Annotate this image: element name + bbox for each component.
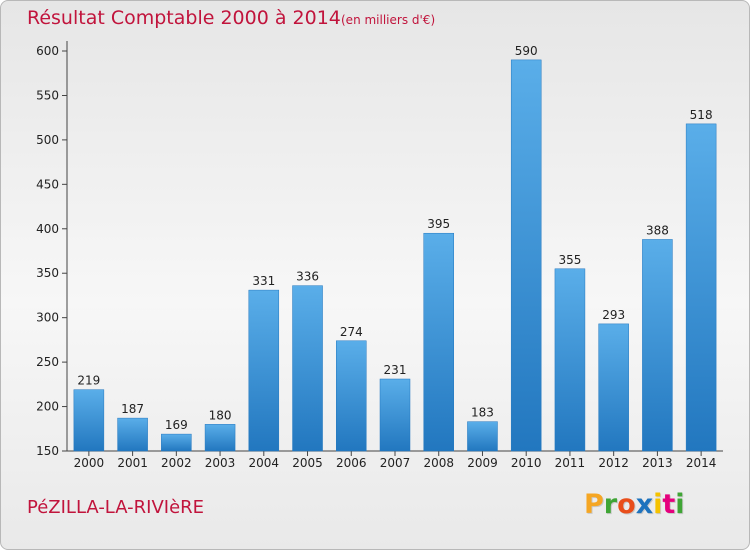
logo-letter: i	[675, 489, 685, 520]
x-tick-label: 2001	[117, 456, 148, 470]
data-label-2014: 518	[690, 108, 713, 122]
x-tick-label: 2011	[555, 456, 586, 470]
bar-2006	[336, 340, 367, 452]
data-label-2008: 395	[427, 217, 450, 231]
commune-name: PéZILLA-LA-RIVIèRE	[27, 497, 205, 518]
data-label-2000: 219	[77, 374, 100, 388]
proxiti-logo: Proxiti	[584, 489, 685, 520]
bar-2014	[685, 123, 717, 452]
bar-2007	[379, 378, 411, 452]
chart-bars	[73, 59, 717, 452]
bar-2004	[248, 289, 280, 452]
x-tick-label: 2007	[380, 456, 411, 470]
logo-letter: r	[603, 489, 618, 520]
data-label-2005: 336	[296, 270, 319, 284]
bar-2002	[161, 433, 192, 452]
data-label-2012: 293	[602, 308, 625, 322]
y-tick-label: 200	[36, 400, 59, 414]
data-label-2003: 180	[209, 408, 232, 422]
data-label-2013: 388	[646, 223, 669, 237]
x-tick-label: 2006	[336, 456, 367, 470]
x-tick-label: 2000	[74, 456, 105, 470]
x-tick-label: 2014	[686, 456, 717, 470]
logo-letter: i	[653, 489, 663, 520]
y-tick-label: 150	[36, 444, 59, 458]
data-label-2006: 274	[340, 325, 363, 339]
x-tick-label: 2009	[467, 456, 498, 470]
x-tick-label: 2010	[511, 456, 542, 470]
bar-2001	[117, 417, 148, 452]
data-label-2009: 183	[471, 406, 494, 420]
x-tick-label: 2005	[292, 456, 323, 470]
x-tick-label: 2004	[249, 456, 280, 470]
y-tick-label: 400	[36, 222, 59, 236]
bar-2000	[73, 389, 105, 452]
data-label-2010: 590	[515, 44, 538, 58]
data-label-2007: 231	[384, 363, 407, 377]
x-tick-label: 2003	[205, 456, 236, 470]
chart-subtitle: (en milliers d'€)	[341, 13, 436, 27]
chart-title: Résultat Comptable 2000 à 2014	[27, 7, 341, 29]
data-label-2001: 187	[121, 402, 144, 416]
logo-letter: o	[617, 489, 636, 520]
bar-2003	[204, 424, 236, 452]
y-tick-label: 250	[36, 355, 59, 369]
bar-2011	[554, 268, 586, 452]
bar-2010	[510, 59, 542, 452]
x-tick-label: 2012	[598, 456, 629, 470]
bar-2009	[467, 421, 498, 452]
logo-letter: P	[584, 489, 604, 520]
chart-labels: 2000 219 2001 187 2002 169 2003 180 2004 331 2005 3…	[74, 44, 717, 470]
logo-letter: x	[635, 489, 654, 520]
x-tick-label: 2013	[642, 456, 673, 470]
bar-2008	[423, 232, 454, 452]
data-label-2004: 331	[252, 274, 275, 288]
y-tick-label: 450	[36, 177, 59, 191]
bar-2013	[642, 239, 673, 452]
x-tick-label: 2002	[161, 456, 192, 470]
y-tick-label: 550	[36, 88, 59, 102]
y-tick-label: 350	[36, 266, 59, 280]
data-label-2002: 169	[165, 418, 188, 432]
bar-2005	[292, 285, 323, 452]
x-tick-label: 2008	[423, 456, 454, 470]
bar-2012	[598, 323, 629, 452]
y-tick-label: 300	[36, 311, 59, 325]
y-tick-label: 500	[36, 133, 59, 147]
data-label-2011: 355	[558, 253, 581, 267]
y-tick-label: 600	[36, 44, 59, 58]
logo-letter: t	[662, 489, 676, 520]
